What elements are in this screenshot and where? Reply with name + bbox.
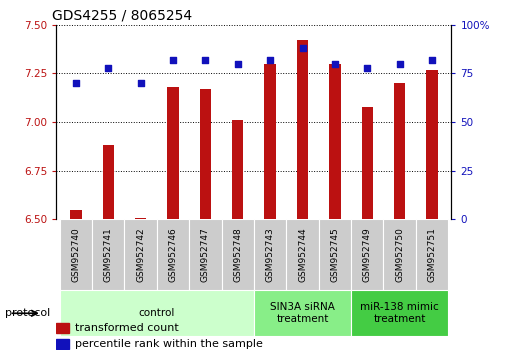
Bar (329, 64, 341, 219)
Point (299, 45, 307, 51)
Bar (103, 145, 114, 219)
Bar (351, 219, 383, 290)
Bar (157, 219, 189, 290)
Point (266, 57, 274, 63)
Point (233, 61, 242, 67)
Text: SIN3A siRNA
treatment: SIN3A siRNA treatment (270, 302, 335, 324)
Bar (125, 219, 157, 290)
Text: GSM952746: GSM952746 (168, 228, 177, 282)
Text: GSM952745: GSM952745 (330, 228, 340, 282)
Bar (232, 120, 243, 219)
Point (169, 57, 177, 63)
Bar (416, 219, 448, 290)
Bar (167, 87, 179, 219)
Bar (254, 219, 286, 290)
Bar (394, 83, 405, 219)
Bar (92, 219, 125, 290)
Point (331, 61, 339, 67)
Point (363, 65, 371, 70)
Point (104, 65, 112, 70)
Point (72, 80, 80, 86)
Bar (135, 218, 146, 219)
Text: miR-138 mimic
treatment: miR-138 mimic treatment (360, 302, 439, 324)
Bar (426, 70, 438, 219)
Text: percentile rank within the sample: percentile rank within the sample (75, 339, 263, 349)
Text: GSM952741: GSM952741 (104, 228, 113, 282)
Text: GSM952751: GSM952751 (427, 227, 437, 282)
Bar (60, 290, 254, 336)
Bar (56, 324, 69, 333)
Bar (362, 107, 373, 219)
Text: GSM952750: GSM952750 (395, 227, 404, 282)
Bar (189, 219, 222, 290)
Text: transformed count: transformed count (75, 323, 179, 333)
Bar (70, 210, 82, 219)
Text: GSM952742: GSM952742 (136, 228, 145, 282)
Point (201, 57, 209, 63)
Text: control: control (139, 308, 175, 318)
Bar (351, 290, 448, 336)
Text: GSM952744: GSM952744 (298, 228, 307, 282)
Bar (297, 40, 308, 219)
Text: GSM952743: GSM952743 (266, 228, 274, 282)
Bar (200, 89, 211, 219)
Text: GSM952749: GSM952749 (363, 228, 372, 282)
Bar (319, 219, 351, 290)
Bar (254, 290, 351, 336)
Point (396, 61, 404, 67)
Point (136, 80, 145, 86)
Bar (60, 219, 92, 290)
Bar (383, 219, 416, 290)
Text: GDS4255 / 8065254: GDS4255 / 8065254 (52, 8, 192, 22)
Bar (56, 339, 69, 349)
Text: GSM952740: GSM952740 (71, 228, 81, 282)
Bar (265, 64, 276, 219)
Bar (286, 219, 319, 290)
Text: GSM952748: GSM952748 (233, 228, 242, 282)
Point (428, 57, 436, 63)
Text: GSM952747: GSM952747 (201, 228, 210, 282)
Text: protocol: protocol (5, 308, 50, 318)
Bar (222, 219, 254, 290)
